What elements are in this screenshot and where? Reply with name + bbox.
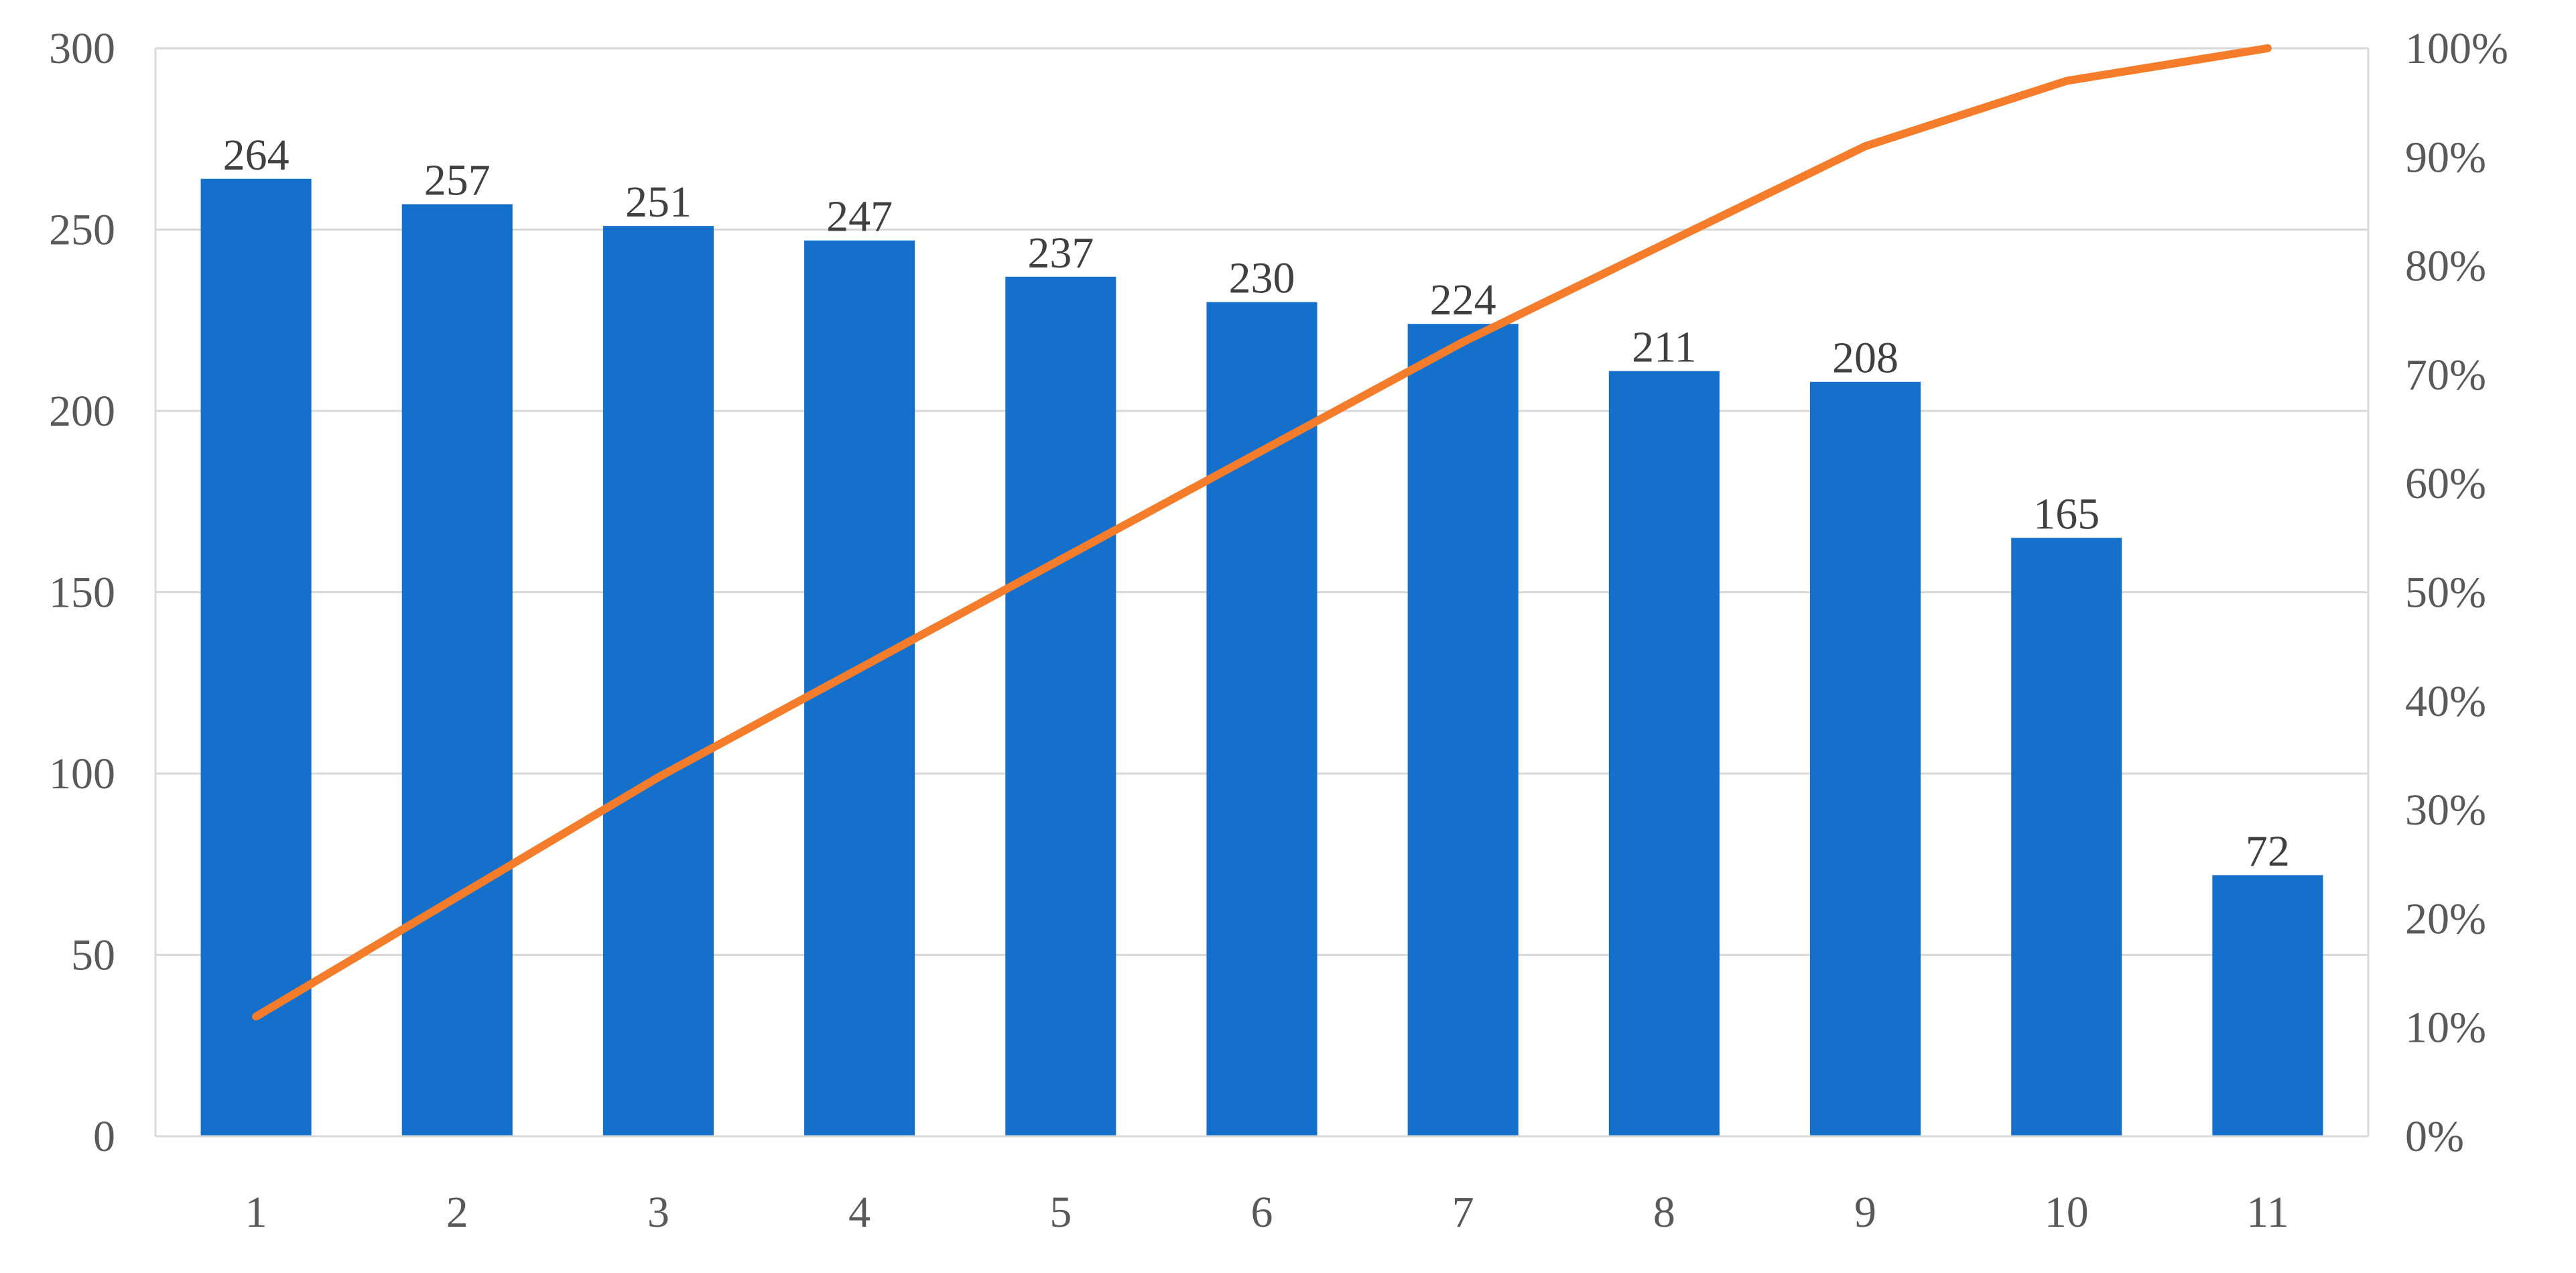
y2-tick-label: 80%: [2405, 242, 2486, 291]
y2-tick-label: 90%: [2405, 133, 2486, 182]
cumulative-line-series: [252, 44, 2272, 1021]
x-tick-label: 4: [848, 1188, 871, 1237]
bar-data-label: 237: [1027, 229, 1094, 278]
y2-tick-label: 40%: [2405, 677, 2486, 726]
y2-tick-label: 60%: [2405, 459, 2486, 508]
x-tick-label: 10: [2045, 1188, 2089, 1237]
x-axis-ticks: 1 2 3 4 5 6 7 8 9 10 11: [245, 1188, 2289, 1237]
bar-data-label: 257: [424, 156, 491, 205]
bar: [1407, 324, 1519, 1136]
x-tick-label: 9: [1854, 1188, 1876, 1237]
bar-data-label: 247: [826, 192, 893, 241]
x-tick-label: 2: [446, 1188, 468, 1237]
x-tick-label: 8: [1653, 1188, 1675, 1237]
x-tick-label: 7: [1452, 1188, 1474, 1237]
cumulative-line: [252, 44, 2272, 1021]
y2-tick-label: 50%: [2405, 568, 2486, 617]
bar-data-label: 224: [1430, 276, 1496, 324]
bar: [200, 178, 312, 1136]
y2-tick-label: 100%: [2405, 24, 2508, 73]
axes: [154, 48, 2370, 1138]
y-tick-label: 250: [49, 206, 115, 255]
bar-data-label: 230: [1229, 254, 1295, 303]
bar-data-label: 211: [1632, 322, 1697, 371]
bar-data-label: 251: [625, 178, 692, 227]
bar: [401, 204, 513, 1136]
bar-series: [200, 178, 2323, 1137]
bar-data-label: 165: [2033, 489, 2100, 538]
y-tick-label: 50: [71, 931, 115, 980]
bar-data-label: 72: [2246, 827, 2290, 875]
bar: [1206, 302, 1317, 1137]
y2-tick-label: 20%: [2405, 894, 2486, 943]
y-tick-label: 200: [49, 387, 115, 436]
bar: [2212, 875, 2323, 1136]
x-tick-label: 3: [647, 1188, 669, 1237]
bar: [1809, 381, 1921, 1136]
bar-data-label: 264: [223, 131, 289, 180]
y-tick-label: 100: [49, 749, 115, 798]
x-tick-label: 1: [245, 1188, 267, 1237]
y2-tick-label: 0%: [2405, 1112, 2464, 1161]
left-axis-ticks: 0 50 100 150 200 250 300: [49, 24, 115, 1161]
bar: [2011, 538, 2122, 1136]
y2-tick-label: 70%: [2405, 351, 2486, 400]
right-axis-ticks: 0% 10% 20% 30% 40% 50% 60% 70% 80% 90% 100%: [2405, 24, 2508, 1161]
bar: [1608, 371, 1720, 1136]
x-tick-label: 5: [1049, 1188, 1072, 1237]
y2-tick-label: 30%: [2405, 786, 2486, 835]
y-tick-label: 0: [93, 1112, 115, 1161]
bar-data-label: 208: [1832, 334, 1898, 383]
x-tick-label: 11: [2246, 1188, 2289, 1237]
x-tick-label: 6: [1251, 1188, 1273, 1237]
bar-data-labels: 264 257 251 247 237 230 224 211 208 165 72: [223, 131, 2290, 876]
y2-tick-label: 10%: [2405, 1004, 2486, 1052]
y-tick-label: 150: [49, 568, 115, 617]
y-tick-label: 300: [49, 24, 115, 73]
bar: [1005, 276, 1116, 1137]
bar: [602, 226, 714, 1137]
